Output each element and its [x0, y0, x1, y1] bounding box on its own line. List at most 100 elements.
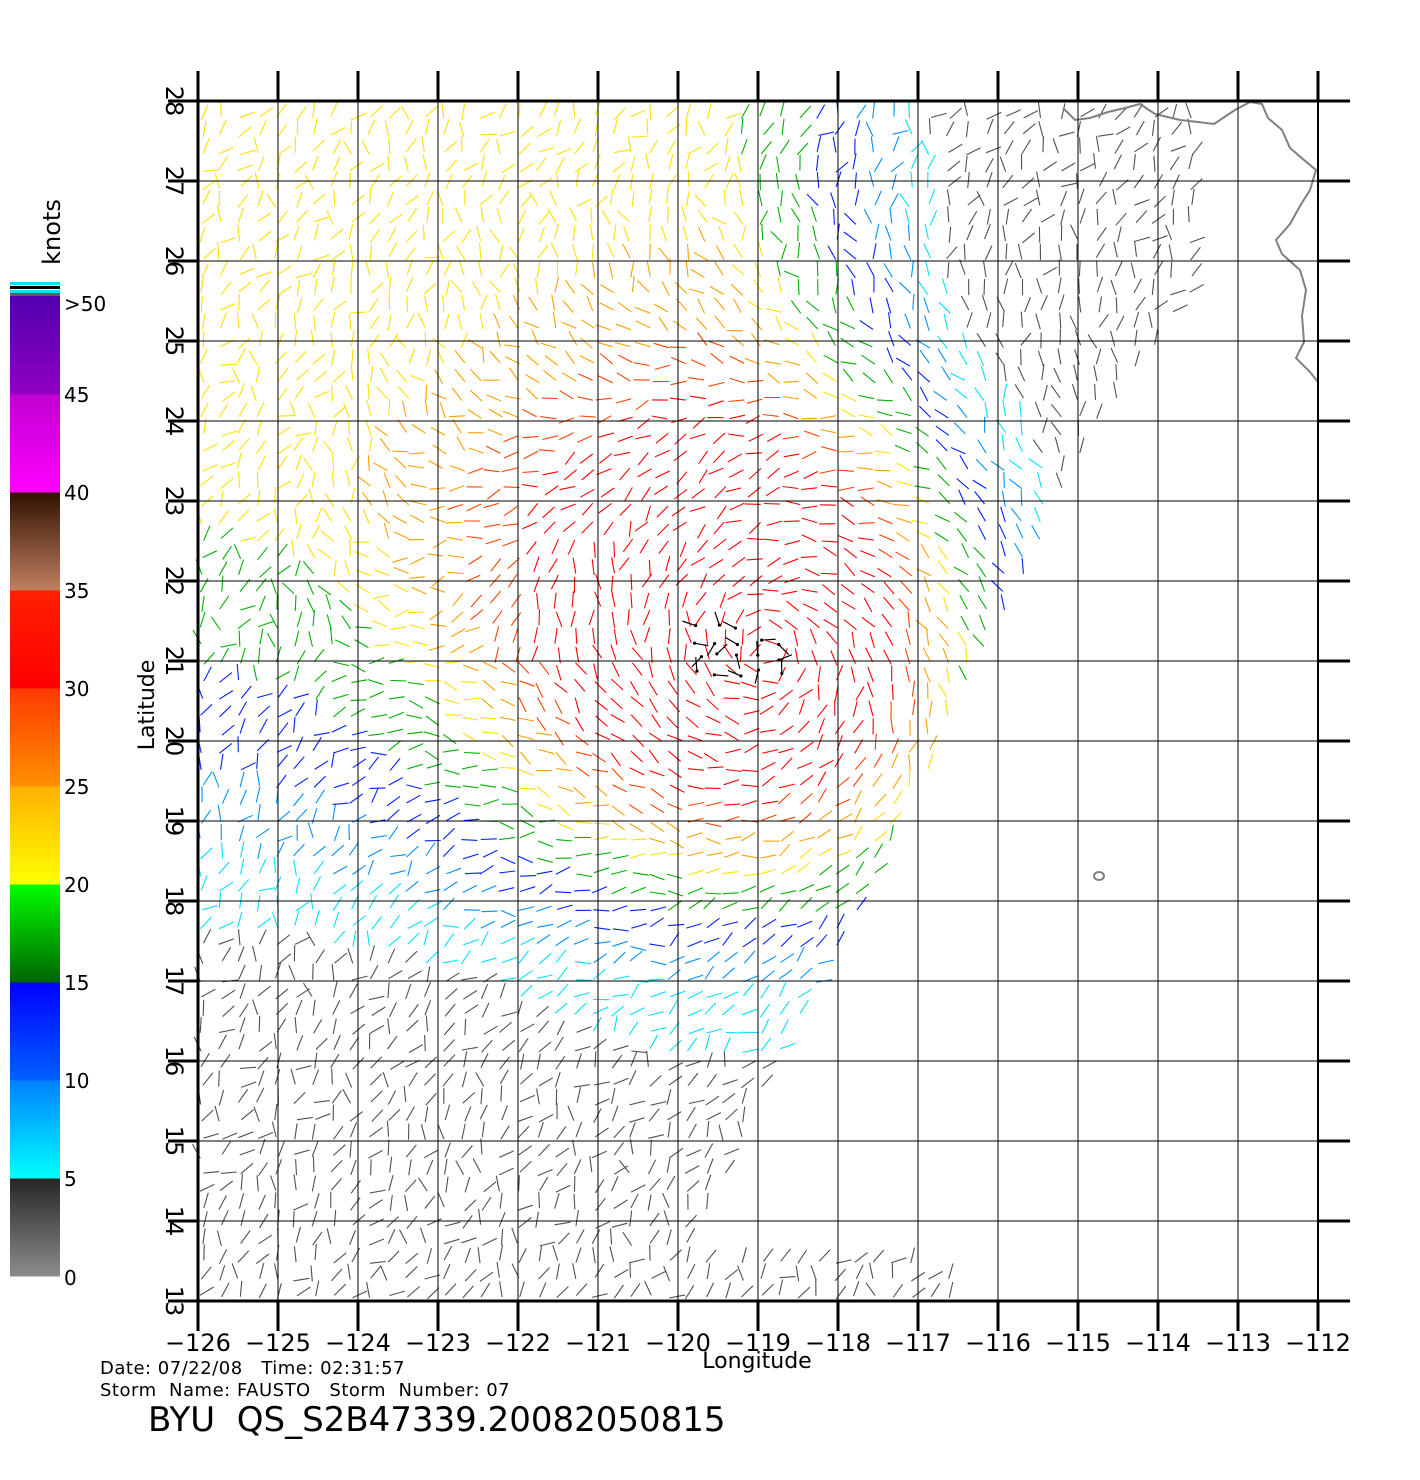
wind-vector [446, 867, 462, 875]
wind-vector [759, 885, 775, 893]
wind-vector [809, 628, 817, 644]
wind-vector [686, 1037, 698, 1052]
wind-vector [650, 960, 667, 966]
wind-vector [333, 884, 347, 895]
wind-vector [635, 434, 652, 440]
wind-vector [685, 662, 698, 675]
wind-vector [743, 696, 760, 701]
wind-vector [259, 107, 274, 118]
wind-vector [818, 959, 835, 965]
wind-vector [667, 969, 681, 980]
wind-vector [239, 1003, 249, 1018]
wind-vector [218, 1070, 220, 1087]
wind-vector [407, 860, 413, 877]
wind-vector [834, 753, 844, 768]
wind-vector [293, 1277, 310, 1282]
wind-vector [428, 460, 443, 469]
wind-vector [958, 489, 966, 505]
wind-vector [369, 690, 385, 699]
wind-vector [684, 1165, 700, 1174]
wind-vector [801, 487, 818, 491]
wind-vector [1170, 289, 1186, 296]
wind-vector [857, 339, 873, 348]
wind-vector [728, 399, 745, 403]
wind-vector [237, 225, 241, 242]
wind-vector [238, 294, 241, 311]
wind-vector [963, 243, 966, 260]
wind-vector [574, 697, 580, 714]
wind-vector [481, 752, 497, 761]
wind-vector [844, 212, 857, 225]
wind-vector [333, 1034, 341, 1050]
wind-vector [594, 1051, 597, 1068]
wind-vector [706, 1120, 710, 1137]
wind-vector [237, 1088, 249, 1103]
wind-vector [444, 1221, 461, 1227]
wind-vector [872, 773, 883, 787]
wind-vector [576, 1025, 592, 1033]
wind-vector [496, 331, 501, 348]
wind-vector [464, 751, 481, 754]
wind-vector [1017, 366, 1026, 382]
wind-vector [237, 194, 249, 208]
wind-vector [1035, 313, 1041, 330]
wind-vector [240, 1066, 257, 1069]
wind-vector [558, 432, 574, 441]
wind-vector [239, 718, 246, 734]
wind-vector [610, 1176, 619, 1192]
wind-vector [904, 119, 913, 135]
wind-vector [481, 1196, 492, 1211]
wind-vector [442, 827, 455, 840]
flag-dot [712, 673, 716, 677]
wind-vector [687, 785, 704, 790]
wind-vector [379, 352, 390, 367]
wind-vector [747, 593, 764, 596]
wind-vector [240, 1210, 246, 1226]
wind-vector [1133, 174, 1144, 189]
wind-vector [397, 386, 410, 399]
wind-vector [387, 982, 390, 999]
wind-vector [593, 953, 608, 964]
wind-vector [645, 505, 652, 522]
wind-vector [333, 1283, 347, 1296]
wind-vector [464, 626, 481, 633]
wind-vector [823, 391, 839, 399]
wind-vector [330, 311, 336, 328]
wind-vector [972, 479, 987, 489]
wind-vector [311, 1123, 316, 1140]
wind-vector [731, 556, 746, 568]
wind-vector [388, 882, 402, 895]
wind-vector [956, 478, 970, 490]
y-tick-label: 25 [160, 326, 188, 357]
wind-vector [805, 372, 819, 385]
wind-vector [573, 1084, 590, 1088]
wind-vector [830, 192, 837, 208]
wind-vector [472, 1158, 482, 1173]
wind-vector [552, 312, 557, 329]
wind-vector [367, 348, 371, 365]
wind-vector [466, 503, 482, 512]
wind-vector [257, 212, 272, 223]
wind-vector [538, 748, 555, 755]
wind-vector [782, 485, 799, 490]
wind-vector [350, 699, 367, 702]
wind-vector [536, 786, 550, 798]
flag-dot [739, 674, 743, 678]
wind-vector [649, 103, 652, 120]
wind-vector [1000, 594, 1006, 611]
wind-vector [380, 1265, 388, 1281]
colorbar-segment [10, 982, 60, 1081]
wind-vector [482, 731, 499, 735]
wind-vector [351, 679, 368, 684]
wind-vector [784, 321, 799, 331]
wind-vector [556, 171, 559, 188]
wind-vector [556, 1125, 567, 1140]
wind-vector [784, 270, 800, 278]
wind-vector [274, 487, 276, 504]
wind-vector [686, 1180, 700, 1192]
wind-vector [442, 1073, 454, 1087]
wind-vector [783, 470, 799, 478]
wind-vector [308, 631, 314, 647]
wind-vector [500, 1228, 504, 1246]
wind-vector [444, 698, 460, 705]
